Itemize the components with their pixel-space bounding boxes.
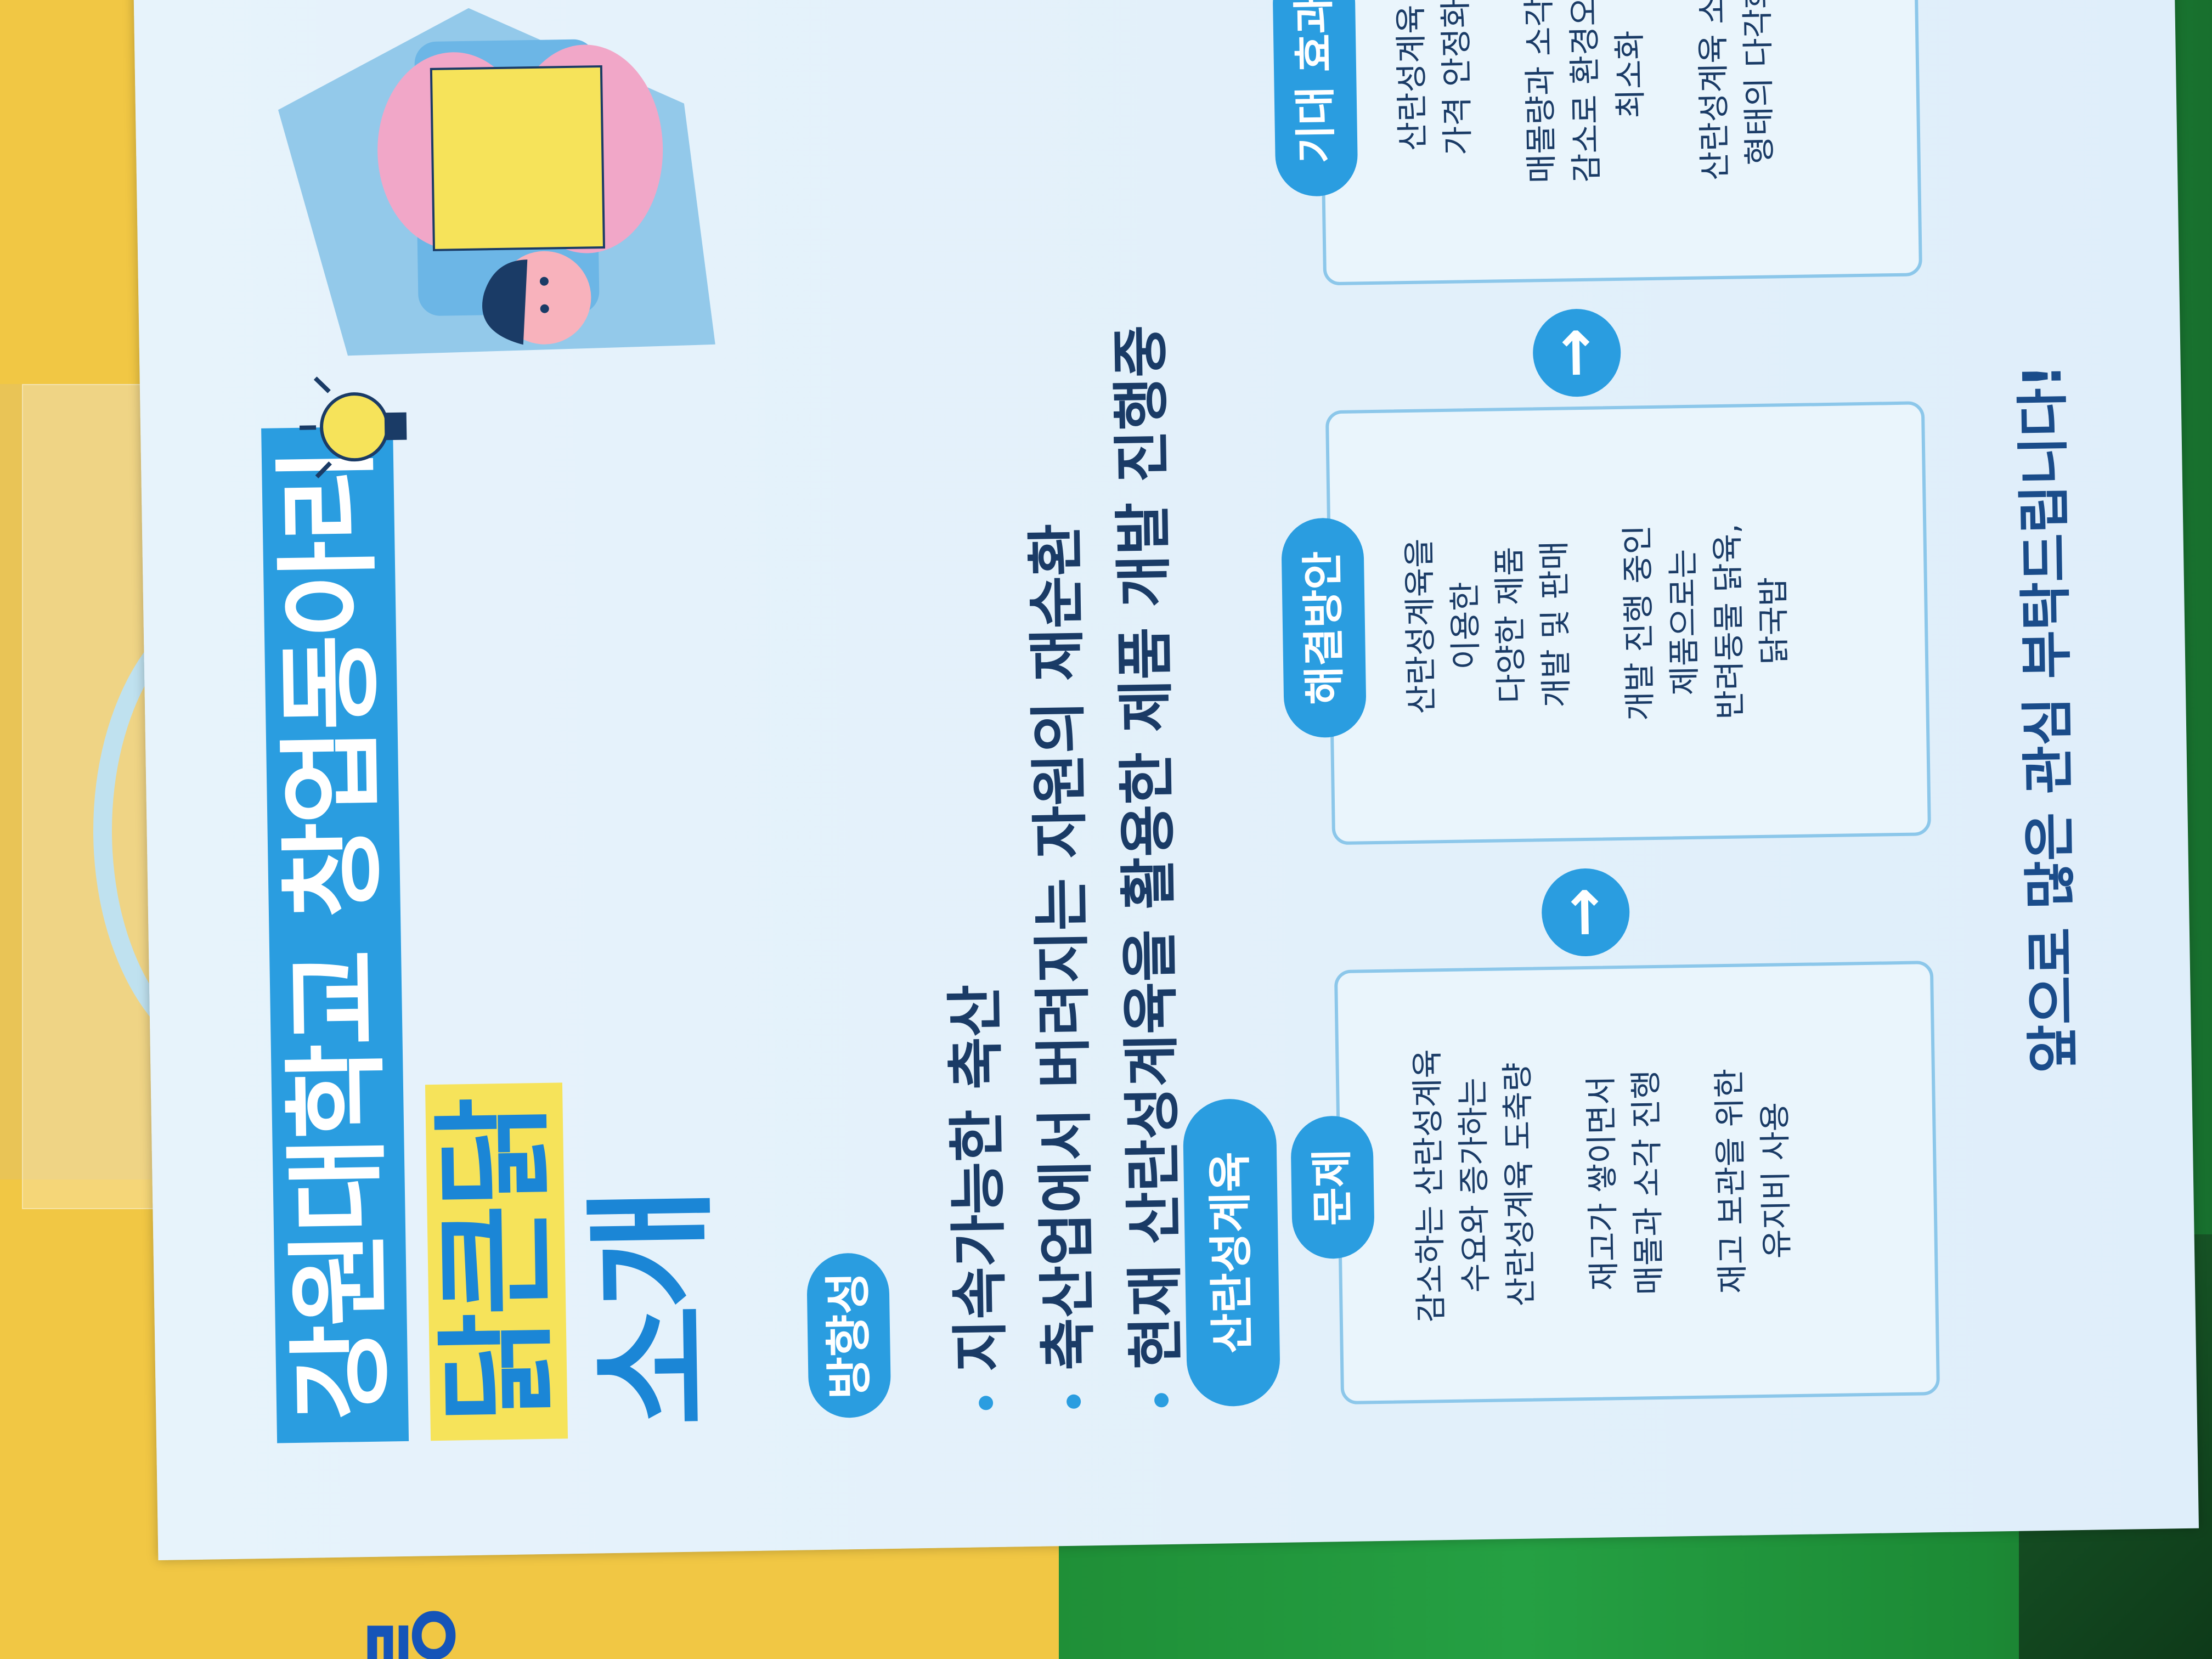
card-tag-solution: 해결방안	[1280, 517, 1367, 738]
title-club-name: 닭큰닭	[424, 1082, 569, 1441]
bullet-dot	[1066, 1394, 1081, 1409]
card-tag-effect: 기대 효과	[1272, 0, 1358, 197]
arrow-right-icon: →	[1541, 867, 1630, 957]
flyer: 강원대학교 창업동아리 닭큰닭 소개	[132, 0, 2199, 1561]
arrow-right-icon: →	[1532, 308, 1622, 398]
title-introduction: 소개	[575, 1189, 732, 1427]
bullet-recycling: 축산업에서 버려지는 자원의 재순환	[1009, 523, 1105, 1409]
card-solution: 해결방안 산란성계육을 이용한 다양한 제품 개발 및 판매 개발 진행 중인 제품으로…	[1280, 401, 1932, 845]
card-body-problem: 감소하는 산란성계육 수요와 증가하는 산란성계육 도축량 재고가 쌓이면서 매몰과 …	[1408, 1048, 1796, 1323]
card-body-effect: 산란성계육 가격 안정화 매몰량과 소각량 감소로 환경오염 최소화 산란성계육 소비…	[1392, 0, 1779, 184]
reading-person-illustration	[278, 8, 715, 479]
card-problem: 문제 감소하는 산란성계육 수요와 증가하는 산란성계육 도축량 재고가 쌓이면서 매…	[1290, 961, 1940, 1405]
topic-label: 산란성계육	[1182, 1098, 1281, 1407]
card-tag-problem: 문제	[1290, 1115, 1375, 1260]
bullet-dot	[1154, 1393, 1169, 1408]
title-university-club: 강원대학교 창업동아리	[261, 426, 409, 1443]
bullet-development: 현재 산란성계육을 활용한 제품 개발 진행중	[1093, 324, 1193, 1408]
card-body-solution: 산란성계육을 이용한 다양한 제품 개발 및 판매 개발 진행 중인 제품으로는 반려동물…	[1400, 523, 1793, 721]
lightbulb-icon	[300, 376, 407, 479]
bullet-dot	[978, 1396, 994, 1410]
banner-text-bottom: 얼	[352, 1606, 467, 1659]
card-expected-effect: 기대 효과 산란성계육 가격 안정화 매몰량과 소각량 감소로 환경오염 최소화 산란…	[1272, 0, 1923, 286]
direction-label: 방향성	[806, 1252, 891, 1419]
bullet-sustainable: 지속가능한 축산	[928, 984, 1018, 1411]
footer-message: 앞으로 많은 관심 부탁드립니다!	[2011, 363, 2084, 1074]
